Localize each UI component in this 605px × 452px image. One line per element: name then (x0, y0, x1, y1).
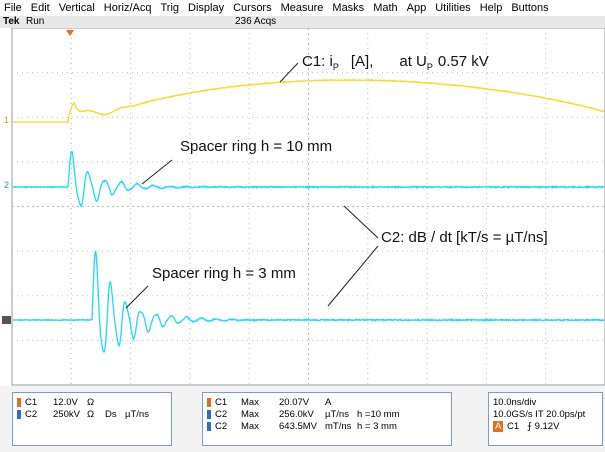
readout-field: Max (241, 409, 259, 420)
scope-screen: 1 2 C1: iP [A], at UP 0.57 kV Spacer ring h… (0, 28, 605, 386)
annotation-spacer-10: Spacer ring h = 10 mm (180, 138, 332, 155)
readout-field: C1 (215, 397, 227, 408)
measurement-readout: C1 Max 20.07V A C2 Max 256.0kV µT/ns h =10 mm C2 M… (202, 392, 452, 446)
readout-field: µT/ns (325, 409, 349, 420)
sample-rate: 10.0GS/s IT 20.0ps/pt (493, 409, 585, 420)
menu-item[interactable]: Buttons (511, 2, 548, 14)
annotation-part: C1: i (302, 53, 333, 70)
menu-bar: File Edit Vertical Horiz/Acq Trig Display Curs… (0, 0, 605, 16)
impedance: Ω (87, 397, 94, 408)
brand: Tek (3, 16, 20, 27)
annotation-part: [A], (351, 53, 374, 70)
channel-chip (17, 410, 21, 419)
ref-marker (2, 316, 11, 324)
channel-marker: 1 (4, 115, 9, 125)
run-state: Run (26, 16, 44, 27)
menu-item[interactable]: Vertical (59, 2, 95, 14)
annotation-sub: P (333, 62, 339, 72)
menu-item[interactable]: Help (480, 2, 503, 14)
annotation-part: 0.57 kV (438, 53, 489, 70)
unit: µT/ns (125, 409, 149, 420)
readout-panel: C1 12.0V Ω C2 250kV Ω Ds µT/ns C1 Max 20.0… (0, 386, 605, 452)
menu-item[interactable]: Trig (160, 2, 179, 14)
readout-field: C2 (215, 421, 227, 432)
timebase-readout: 10.0ns/div 10.0GS/s IT 20.0ps/pt A C1 ⨍ … (488, 392, 603, 446)
time-scale: 10.0ns/div (493, 397, 536, 408)
annotation-c2: C2: dB / dt [kT/s = µT/ns] (381, 229, 548, 246)
trigger-level: ⨍ 9.12V (527, 421, 559, 432)
acq-count: 236 Acqs (235, 16, 276, 27)
readout-field: 643.5MV (279, 421, 317, 432)
unit-symbol: Ds (105, 409, 117, 420)
trigger-badge: A (493, 421, 503, 432)
scale: 12.0V (53, 397, 78, 408)
status-bar: Tek Run 236 Acqs (0, 16, 605, 28)
menu-item[interactable]: Math (373, 2, 397, 14)
channel: C2 (25, 409, 37, 420)
channel-chip (17, 398, 21, 407)
readout-field: 256.0kV (279, 409, 314, 420)
readout-field: mT/ns (325, 421, 351, 432)
menu-item[interactable]: Edit (31, 2, 50, 14)
readout-field: Max (241, 397, 259, 408)
menu-item[interactable]: Masks (332, 2, 364, 14)
readout-field: h =10 mm (357, 409, 400, 420)
readout-field: C2 (215, 409, 227, 420)
readout-field: A (325, 397, 331, 408)
scale: 250kV (53, 409, 80, 420)
menu-item[interactable]: Cursors (233, 2, 272, 14)
annotation-part: at U (399, 53, 427, 70)
channel-chip (207, 422, 211, 431)
impedance: Ω (87, 409, 94, 420)
menu-item[interactable]: Horiz/Acq (104, 2, 152, 14)
readout-field: 20.07V (279, 397, 309, 408)
menu-item[interactable]: Utilities (435, 2, 470, 14)
readout-field: h = 3 mm (357, 421, 397, 432)
menu-item[interactable]: App (407, 2, 427, 14)
trigger-source: C1 (507, 421, 519, 432)
menu-item[interactable]: Measure (281, 2, 324, 14)
menu-item[interactable]: File (4, 2, 22, 14)
page: File Edit Vertical Horiz/Acq Trig Display Curs… (0, 0, 605, 452)
channel-chip (207, 410, 211, 419)
vertical-readout: C1 12.0V Ω C2 250kV Ω Ds µT/ns (12, 392, 172, 446)
annotation-sub: P (427, 62, 433, 72)
menu-item[interactable]: Display (188, 2, 224, 14)
channel: C1 (25, 397, 37, 408)
annotation-spacer-3: Spacer ring h = 3 mm (152, 265, 296, 282)
readout-field: Max (241, 421, 259, 432)
channel-marker: 2 (4, 180, 9, 190)
channel-chip (207, 398, 211, 407)
